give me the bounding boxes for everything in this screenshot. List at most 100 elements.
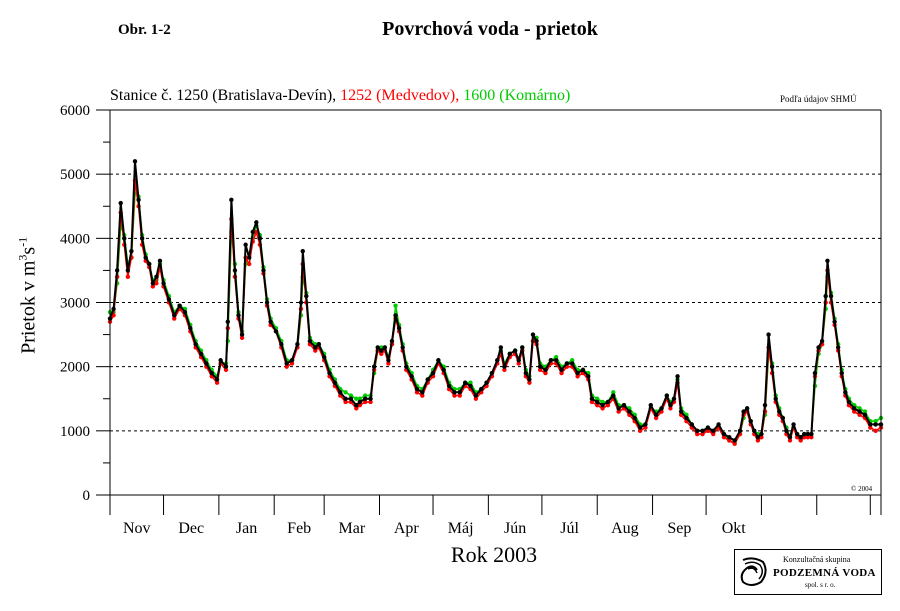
data-point	[327, 370, 332, 376]
data-point	[700, 428, 705, 434]
data-point	[452, 390, 457, 395]
data-point	[298, 300, 304, 305]
data-point	[363, 396, 368, 401]
data-point	[247, 255, 252, 260]
data-point	[798, 438, 803, 443]
data-point	[671, 396, 677, 401]
data-point	[605, 399, 611, 405]
data-point	[363, 393, 368, 398]
data-point	[755, 435, 761, 440]
data-point	[805, 431, 811, 437]
data-point	[332, 380, 338, 385]
x-tick-label: Jan	[236, 520, 257, 537]
chart-title: Povrchová voda - prietok	[382, 18, 598, 40]
data-point	[825, 258, 830, 263]
data-point	[354, 396, 359, 401]
data-point	[430, 370, 436, 376]
copyright-note: © 2004	[851, 485, 873, 493]
data-point	[125, 268, 131, 273]
data-point	[209, 370, 214, 376]
data-point	[404, 364, 409, 369]
data-point	[705, 428, 711, 434]
data-point	[762, 402, 768, 408]
data-point	[507, 351, 512, 357]
data-point	[559, 370, 564, 376]
data-point	[523, 370, 529, 376]
figure-label: Obr. 1-2	[118, 22, 171, 38]
data-point	[516, 358, 521, 363]
data-point	[273, 329, 279, 334]
data-point	[595, 396, 600, 401]
x-tick-label: Nov	[123, 520, 151, 537]
data-point	[716, 422, 721, 427]
data-point	[284, 361, 289, 366]
data-point	[543, 367, 548, 373]
y-tick-label: 1000	[60, 424, 90, 440]
data-point	[166, 297, 172, 302]
data-point	[773, 396, 778, 401]
data-point	[441, 367, 446, 373]
data-point	[396, 325, 402, 331]
data-point	[218, 358, 223, 363]
data-point	[177, 303, 182, 308]
data-point	[616, 409, 621, 414]
data-point	[794, 431, 800, 437]
data-point	[498, 345, 504, 350]
y-axis-label: Prietok v m3s-1	[15, 236, 40, 354]
data-point	[727, 438, 732, 443]
data-point	[653, 415, 659, 421]
data-point	[873, 422, 878, 427]
data-point	[675, 374, 680, 379]
subtitle-station-komarno: 1600 (Komárno)	[463, 87, 571, 104]
data-point	[632, 415, 637, 421]
data-point	[694, 428, 700, 434]
data-point	[198, 351, 204, 357]
data-point	[147, 261, 152, 267]
data-point	[643, 425, 648, 430]
data-point	[846, 399, 852, 405]
data-point	[689, 422, 695, 427]
data-point	[214, 377, 220, 382]
data-point	[132, 159, 138, 164]
logo-line-3: spol. s r. o.	[805, 581, 836, 589]
x-axis-ticks: Nov Dec Jan Feb Mar Apr Máj Jún Júl Aug Sep Okt	[109, 495, 871, 537]
data-point	[752, 428, 757, 434]
data-point	[857, 409, 862, 414]
data-point	[527, 380, 532, 385]
data-point	[843, 390, 848, 395]
data-point	[543, 370, 548, 376]
data-point	[777, 409, 782, 414]
data-point	[232, 268, 238, 273]
data-point	[368, 396, 373, 401]
data-point	[239, 332, 245, 337]
data-point	[502, 367, 507, 373]
data-point	[653, 412, 659, 417]
data-point	[737, 428, 743, 434]
data-point	[225, 319, 230, 324]
data-point	[548, 358, 554, 363]
data-point	[809, 431, 814, 437]
data-point	[446, 383, 452, 389]
data-point	[589, 396, 595, 401]
data-point	[139, 236, 145, 241]
data-point	[741, 409, 746, 414]
data-point	[354, 406, 359, 411]
data-point	[516, 361, 521, 366]
data-point	[289, 361, 295, 366]
data-point	[643, 422, 648, 427]
data-point	[389, 338, 395, 344]
data-point	[316, 342, 322, 347]
data-point	[600, 399, 605, 405]
data-point	[436, 358, 441, 363]
data-point	[250, 229, 255, 235]
data-point	[791, 422, 796, 427]
data-point	[172, 316, 177, 321]
y-tick-label: 3000	[60, 296, 90, 312]
data-series	[107, 159, 884, 446]
y-tick-label: 4000	[60, 231, 90, 247]
data-point	[802, 431, 807, 437]
data-point	[284, 364, 289, 369]
subtitle-station-bratislava: Stanice č. 1250 (Bratislava-Devín),	[110, 87, 341, 104]
data-point	[534, 338, 539, 344]
data-point	[452, 393, 457, 398]
